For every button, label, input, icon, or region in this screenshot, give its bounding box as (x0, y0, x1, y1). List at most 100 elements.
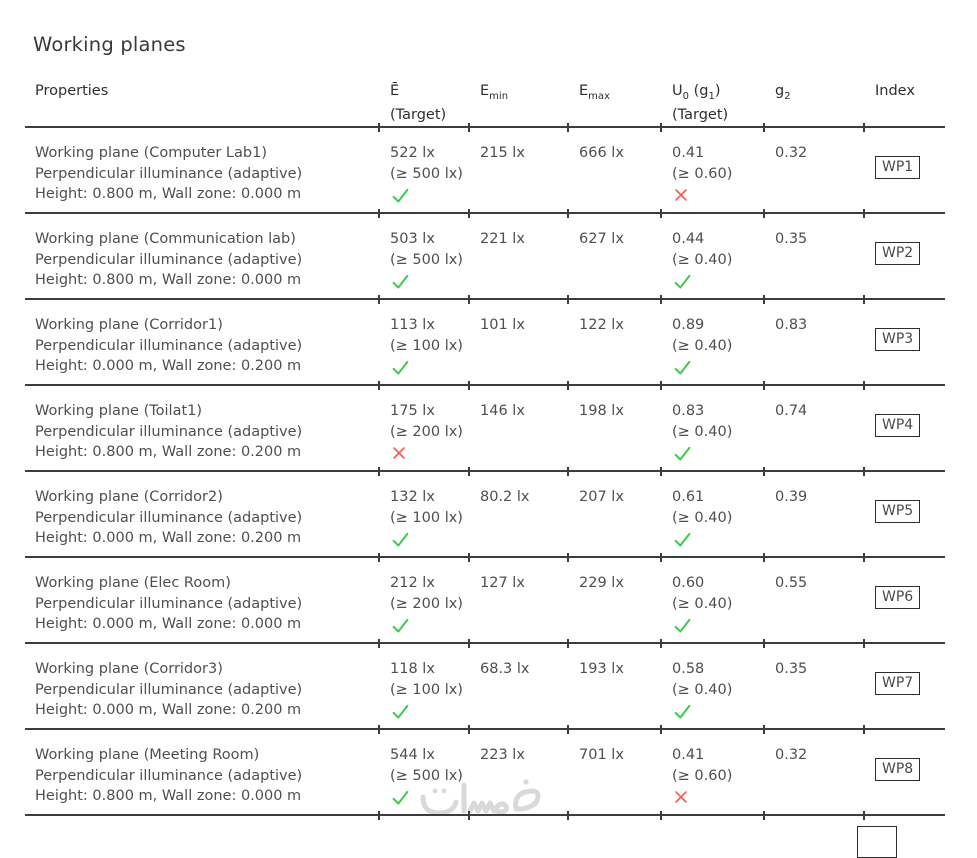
index-cell: WP2 (863, 214, 945, 298)
g2-cell: 0.32 (763, 128, 863, 212)
e-max-value: 207 lx (579, 489, 624, 505)
column-tick (468, 638, 470, 648)
check-icon (392, 532, 409, 547)
u0-target-value: (≥ 0.40) (672, 251, 733, 268)
index-badge: WP8 (875, 758, 921, 781)
index-badge: WP6 (875, 586, 921, 609)
column-tick (660, 466, 662, 476)
column-tick (763, 122, 765, 132)
check-icon (674, 360, 691, 375)
g2-value: 0.83 (775, 317, 808, 333)
properties-cell: Working plane (Computer Lab1) Perpendicu… (25, 128, 378, 212)
u0-value: 0.89 (672, 317, 705, 333)
e-min-cell: 68.3 lx (468, 644, 567, 728)
e-result (390, 616, 468, 637)
check-icon (674, 704, 691, 719)
e-target-value: (≥ 500 lx) (390, 767, 463, 784)
e-min-cell: 127 lx (468, 558, 567, 642)
index-cell: WP5 (863, 472, 945, 556)
g2-cell: 0.83 (763, 300, 863, 384)
u0-cell: 0.60 (≥ 0.40) (660, 558, 763, 642)
e-avg-cell: 503 lx (≥ 500 lx) (378, 214, 468, 298)
height-wall-zone: Height: 0.800 m, Wall zone: 0.000 m (35, 788, 302, 804)
column-tick (660, 638, 662, 648)
column-tick (863, 810, 865, 820)
e-avg-cell: 212 lx (≥ 200 lx) (378, 558, 468, 642)
e-max-cell: 193 lx (567, 644, 660, 728)
column-tick (763, 724, 765, 734)
e-result (390, 186, 468, 207)
table-header-row: Properties Ē (Target) Emin Emax U0 (g1) … (25, 73, 945, 132)
height-wall-zone: Height: 0.000 m, Wall zone: 0.200 m (35, 702, 302, 718)
u0-value: 0.41 (672, 145, 705, 161)
illuminance-type: Perpendicular illuminance (adaptive) (35, 337, 303, 354)
column-tick (378, 466, 380, 476)
cross-icon (675, 189, 687, 201)
e-max-cell: 229 lx (567, 558, 660, 642)
e-result (390, 272, 468, 293)
e-avg-cell: 118 lx (≥ 100 lx) (378, 644, 468, 728)
column-tick (378, 122, 380, 132)
working-plane-name: Working plane (Toilat1) (35, 403, 203, 419)
column-tick (660, 724, 662, 734)
index-badge: WP2 (875, 242, 921, 265)
check-icon (392, 274, 409, 289)
table-row: Working plane (Corridor1) Perpendicular … (25, 300, 945, 390)
working-plane-name: Working plane (Computer Lab1) (35, 145, 267, 161)
e-avg-value: 118 lx (390, 661, 435, 677)
column-tick (863, 294, 865, 304)
header-g2: g2 (775, 83, 791, 102)
column-tick (567, 638, 569, 648)
u0-value: 0.83 (672, 403, 705, 419)
properties-cell: Working plane (Corridor2) Perpendicular … (25, 472, 378, 556)
cross-icon (393, 447, 405, 459)
table-row: Working plane (Toilat1) Perpendicular il… (25, 386, 945, 476)
check-icon (674, 532, 691, 547)
u0-value: 0.58 (672, 661, 705, 677)
u0-target-value: (≥ 0.40) (672, 423, 733, 440)
e-result (390, 444, 468, 465)
e-avg-value: 132 lx (390, 489, 435, 505)
u0-cell: 0.41 (≥ 0.60) (660, 128, 763, 212)
illuminance-type: Perpendicular illuminance (adaptive) (35, 681, 303, 698)
u0-result (672, 530, 763, 551)
height-wall-zone: Height: 0.000 m, Wall zone: 0.200 m (35, 530, 302, 546)
table-row: Working plane (Elec Room) Perpendicular … (25, 558, 945, 648)
g2-value: 0.35 (775, 231, 808, 247)
partial-next-row (25, 816, 945, 858)
column-tick (763, 638, 765, 648)
watermark (418, 778, 546, 832)
column-tick (468, 294, 470, 304)
column-tick (567, 810, 569, 820)
column-tick (763, 380, 765, 390)
index-cell: WP3 (863, 300, 945, 384)
u0-value: 0.41 (672, 747, 705, 763)
table-row: Working plane (Computer Lab1) Perpendicu… (25, 128, 945, 218)
properties-cell: Working plane (Elec Room) Perpendicular … (25, 558, 378, 642)
e-result (390, 358, 468, 379)
u0-result (672, 616, 763, 637)
g2-cell: 0.74 (763, 386, 863, 470)
u0-target-value: (≥ 0.40) (672, 337, 733, 354)
e-target-value: (≥ 100 lx) (390, 337, 463, 354)
index-badge: WP7 (875, 672, 921, 695)
e-min-cell: 80.2 lx (468, 472, 567, 556)
column-tick (863, 466, 865, 476)
column-tick (468, 466, 470, 476)
illuminance-type: Perpendicular illuminance (adaptive) (35, 423, 303, 440)
header-index: Index (875, 83, 915, 99)
e-max-cell: 627 lx (567, 214, 660, 298)
column-tick (378, 638, 380, 648)
index-badge: WP4 (875, 414, 921, 437)
e-result (390, 702, 468, 723)
illuminance-type: Perpendicular illuminance (adaptive) (35, 595, 303, 612)
g2-value: 0.74 (775, 403, 808, 419)
index-cell: WP1 (863, 128, 945, 212)
e-min-cell: 223 lx (468, 730, 567, 814)
check-icon (392, 360, 409, 375)
u0-result (672, 788, 763, 809)
e-min-value: 215 lx (480, 145, 525, 161)
properties-cell: Working plane (Toilat1) Perpendicular il… (25, 386, 378, 470)
column-tick (863, 122, 865, 132)
column-tick (863, 208, 865, 218)
